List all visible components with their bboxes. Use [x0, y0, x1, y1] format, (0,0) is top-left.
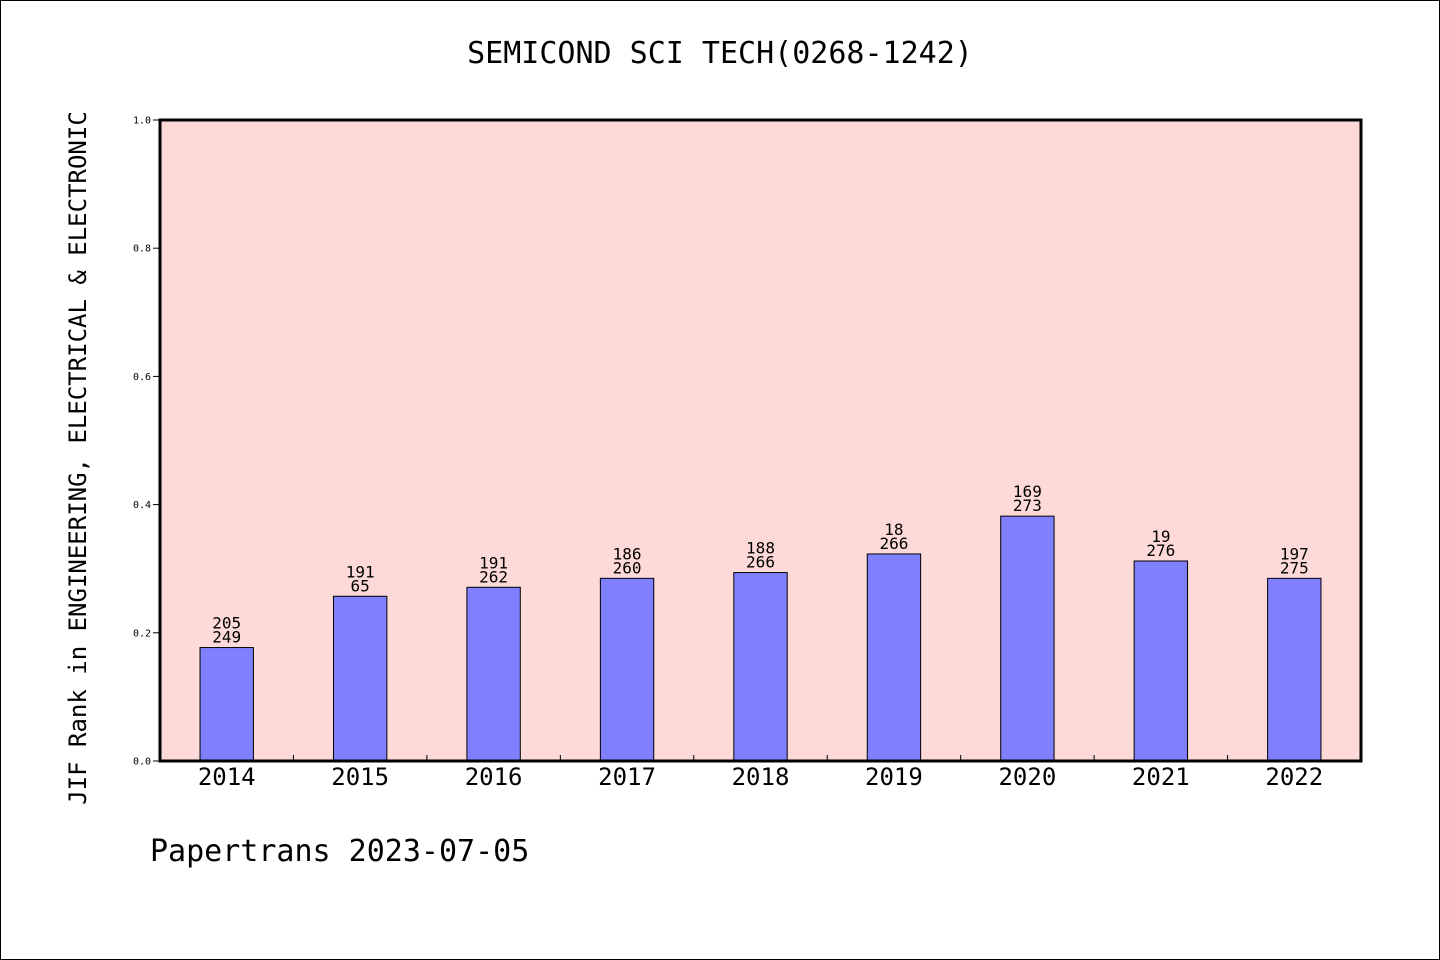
- bar-label-top: 186: [613, 544, 642, 563]
- bar: [1133, 560, 1189, 762]
- bar: [466, 586, 521, 762]
- bar-label-bottom: 65: [351, 576, 370, 595]
- bar-label-bottom: 262: [479, 567, 508, 586]
- y-tick-label: 0.2: [133, 628, 151, 639]
- bar-label-top: 19: [1151, 527, 1170, 546]
- bar-label-bottom: 260: [613, 558, 642, 577]
- bar: [733, 572, 788, 762]
- x-tick-label: 2020: [998, 763, 1056, 791]
- bar: [1267, 577, 1322, 762]
- bar-label-bottom: 266: [746, 553, 775, 572]
- bar-label-bottom: 275: [1280, 558, 1309, 577]
- footer-credit: Papertrans 2023-07-05: [150, 834, 530, 869]
- y-tick-label: 0.4: [133, 500, 151, 511]
- bar-label-top: 191: [479, 553, 508, 572]
- bar: [599, 577, 655, 762]
- bar: [866, 553, 922, 762]
- y-tick-label: 0.0: [133, 757, 151, 768]
- bar-label-bottom: 249: [212, 628, 241, 647]
- bar: [1000, 515, 1055, 762]
- y-tick-label: 0.8: [133, 244, 151, 255]
- bar-label-top: 191: [346, 562, 375, 581]
- x-tick-label: 2018: [732, 763, 790, 791]
- chart-title: SEMICOND SCI TECH(0268-1242): [467, 36, 973, 71]
- x-tick-label: 2021: [1132, 763, 1190, 791]
- plot-border: [158, 118, 1363, 763]
- bar-label-top: 205: [212, 614, 241, 633]
- x-tick-label: 2014: [198, 763, 256, 791]
- bar-label-top: 197: [1280, 544, 1309, 563]
- x-tick-label: 2015: [331, 763, 389, 791]
- y-tick-label: 1.0: [133, 116, 151, 127]
- bar-label-top: 169: [1013, 482, 1042, 501]
- bar: [332, 595, 388, 762]
- x-tick-label: 2017: [598, 763, 656, 791]
- bar-label-bottom: 273: [1013, 496, 1042, 515]
- y-tick-label: 0.6: [133, 372, 151, 383]
- bar-label-bottom: 276: [1146, 541, 1175, 560]
- x-tick-label: 2019: [865, 763, 923, 791]
- x-tick-label: 2022: [1265, 763, 1323, 791]
- bar-label-top: 18: [884, 520, 903, 539]
- bar-label-top: 188: [746, 539, 775, 558]
- x-tick-label: 2016: [465, 763, 523, 791]
- bar-label-bottom: 266: [879, 534, 908, 553]
- bar: [199, 647, 254, 762]
